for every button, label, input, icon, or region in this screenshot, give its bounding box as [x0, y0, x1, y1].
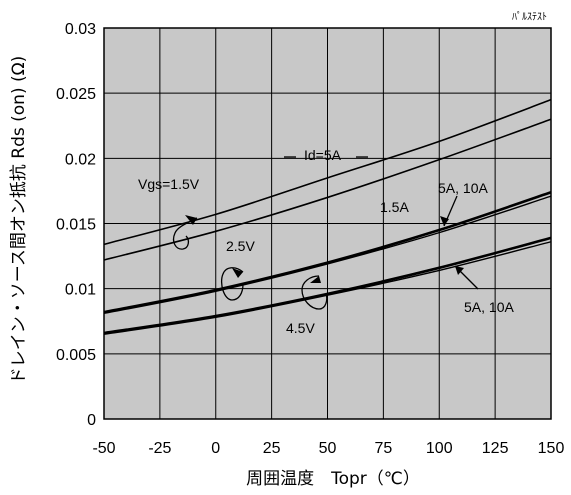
y-axis-title: ドレイン・ソース間オン抵抗 Rds (on) (Ω)	[9, 56, 29, 385]
pulse-test-note: ﾊﾟﾙｽﾃｽﾄ	[512, 11, 547, 23]
loop-vgs-2-5v-arrowhead	[232, 268, 243, 278]
series-line-5	[103, 236, 552, 335]
x-tick-label: 0	[211, 440, 220, 457]
x-axis-title: 周囲温度 Topr（℃）	[246, 469, 420, 489]
y-tick-label: 0.03	[65, 21, 96, 38]
annotation-5a-10a-upper: 5A, 10A	[438, 180, 488, 196]
loop-vgs-4-5v	[301, 275, 328, 310]
series-line-2	[103, 118, 552, 261]
annotation-layer	[172, 156, 479, 310]
y-tick-label: 0.025	[56, 86, 96, 103]
leader-5a-10a-lower-arrowhead	[455, 266, 464, 275]
x-tick-label: 100	[426, 440, 453, 457]
annotation-vgs-2-5v: 2.5V	[226, 238, 255, 254]
x-tick-label: 25	[263, 440, 281, 457]
x-tick-label: 50	[319, 440, 337, 457]
annotation-5a-10a-lower: 5A, 10A	[464, 299, 514, 315]
series-line-6	[103, 241, 552, 335]
leader-5a-10a-upper-arrowhead	[440, 216, 449, 226]
series-layer	[103, 98, 552, 335]
x-tick-label: 150	[538, 440, 565, 457]
series-line-1	[103, 98, 552, 246]
x-tick-label: -50	[92, 440, 115, 457]
series-line-3	[103, 190, 552, 314]
y-tick-label: 0.015	[56, 217, 96, 234]
x-tick-label: 125	[482, 440, 509, 457]
loop-vgs-1-5v-arrowhead	[185, 215, 197, 225]
series-line-4	[103, 195, 552, 315]
annotation-vgs-1-5v: Vgs=1.5V	[138, 176, 200, 192]
plot-frame	[103, 27, 552, 420]
y-tick-labels: 0 0.005 0.01 0.015 0.02 0.025 0.03	[56, 21, 96, 429]
loop-vgs-4-5v-arrowhead	[310, 276, 321, 283]
annotation-id-1-5a: 1.5A	[380, 199, 409, 215]
loop-vgs-1-5v	[172, 217, 198, 250]
y-tick-label: 0.01	[65, 282, 96, 299]
y-tick-label: 0.005	[56, 347, 96, 364]
loop-vgs-2-5v	[220, 267, 244, 301]
y-tick-label: 0	[87, 412, 96, 429]
y-tick-label: 0.02	[65, 151, 96, 168]
annotation-id-5a: Id=5A	[304, 147, 342, 163]
x-tick-label: -25	[148, 440, 171, 457]
x-tick-label: 75	[374, 440, 392, 457]
x-tick-labels: -50 -25 0 25 50 75 100 125 150	[92, 440, 564, 457]
annotation-vgs-4-5v: 4.5V	[286, 320, 315, 336]
